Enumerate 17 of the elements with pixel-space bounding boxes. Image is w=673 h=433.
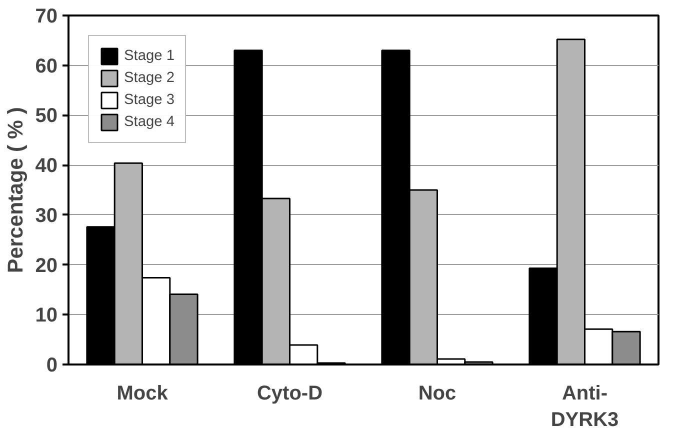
- x-tick-label: Cyto-D: [256, 382, 323, 404]
- x-tick-label: Anti-DYRK3: [550, 382, 619, 431]
- y-tick-label: 40: [35, 155, 58, 178]
- y-tick-label: 30: [35, 204, 58, 227]
- y-tick-label: 50: [35, 105, 58, 128]
- y-tick-label: 10: [35, 304, 58, 327]
- y-tick-label: 0: [46, 354, 58, 376]
- legend-label: Stage 2: [124, 70, 175, 86]
- legend-label: Stage 1: [124, 48, 175, 64]
- y-tick-label: 70: [35, 6, 58, 28]
- legend-label: Stage 3: [124, 92, 175, 108]
- x-tick-label: Noc: [418, 382, 456, 404]
- y-axis-title: Percentage ( % ): [3, 107, 28, 273]
- x-tick-label: Mock: [116, 382, 169, 404]
- y-tick-label: 60: [35, 55, 58, 78]
- y-tick-label: 20: [35, 254, 58, 277]
- legend-label: Stage 4: [124, 114, 175, 130]
